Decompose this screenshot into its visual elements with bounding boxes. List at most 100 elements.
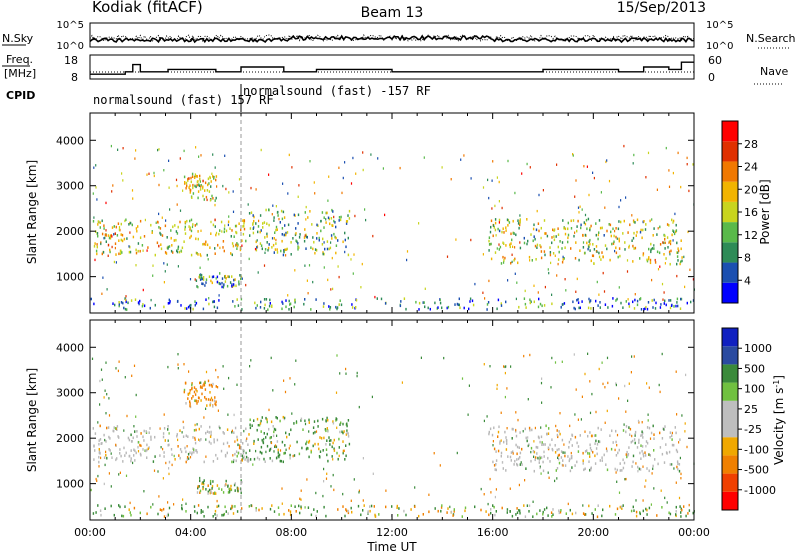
range-cell <box>102 276 104 279</box>
range-cell <box>209 479 212 483</box>
range-cell <box>526 242 528 246</box>
range-cell <box>605 160 607 164</box>
range-cell <box>535 228 538 232</box>
range-cell <box>645 440 648 443</box>
range-cell <box>538 436 540 440</box>
range-cell <box>150 505 152 509</box>
range-cell <box>555 424 557 428</box>
range-cell <box>282 210 285 214</box>
range-cell <box>663 241 665 245</box>
range-cell <box>243 227 246 231</box>
range-cell <box>591 254 594 257</box>
range-cell <box>246 437 248 440</box>
range-cell <box>627 298 629 301</box>
range-cell <box>339 430 341 434</box>
range-cell <box>196 252 198 255</box>
range-cell <box>557 456 559 459</box>
range-cell <box>122 179 124 182</box>
range-cell <box>499 440 501 443</box>
range-cell <box>414 486 416 489</box>
range-cell <box>503 231 505 234</box>
range-cell <box>611 429 613 433</box>
range-cell <box>177 247 179 251</box>
range-cell <box>374 513 376 517</box>
range-cell <box>185 450 187 454</box>
range-cell <box>198 485 200 488</box>
range-cell <box>203 482 205 486</box>
range-cell <box>615 299 617 302</box>
range-cell <box>104 507 106 510</box>
range-cell <box>574 435 577 439</box>
range-cell <box>191 172 194 176</box>
range-cell <box>508 221 511 224</box>
range-cell <box>528 426 531 430</box>
range-cell <box>659 243 662 246</box>
range-cell <box>212 480 214 483</box>
range-cell <box>234 482 236 485</box>
range-cell <box>588 460 590 463</box>
range-cell <box>334 235 336 239</box>
range-cell <box>335 244 338 247</box>
range-cell <box>620 301 622 305</box>
range-cell <box>274 248 277 251</box>
range-cell <box>564 232 567 236</box>
range-cell <box>260 419 262 423</box>
range-cell <box>232 244 235 248</box>
range-cell <box>105 412 107 415</box>
range-cell <box>190 253 193 257</box>
range-cell <box>243 455 245 459</box>
range-cell <box>284 248 286 252</box>
range-cell <box>196 423 198 426</box>
range-cell <box>195 449 197 452</box>
range-cell <box>146 456 148 459</box>
range-cell <box>518 483 520 487</box>
range-cell <box>537 291 539 294</box>
range-cell <box>500 454 502 458</box>
range-cell <box>109 250 111 254</box>
range-cell <box>139 236 142 239</box>
range-cell <box>161 234 164 237</box>
range-cell <box>540 381 543 385</box>
range-cell <box>575 241 577 244</box>
range-cell <box>510 242 512 245</box>
range-cell <box>277 451 279 454</box>
range-cell <box>223 249 225 253</box>
range-cell <box>326 427 328 430</box>
range-cell <box>595 439 597 443</box>
range-cell <box>595 222 597 225</box>
range-cell <box>616 297 618 301</box>
range-cell <box>273 450 275 453</box>
range-cell <box>139 511 141 515</box>
range-cell <box>469 297 472 301</box>
range-cell <box>607 306 609 309</box>
range-cell <box>198 184 201 188</box>
range-cell <box>586 165 588 168</box>
range-cell <box>168 298 170 302</box>
range-cell <box>446 255 449 258</box>
range-cell <box>222 442 225 446</box>
range-cell <box>107 234 110 237</box>
range-cell <box>157 512 159 516</box>
range-cell <box>179 429 181 432</box>
range-cell <box>612 227 614 231</box>
range-cell <box>342 176 344 180</box>
range-cell <box>236 244 239 248</box>
range-cell <box>136 435 138 438</box>
range-cell <box>113 513 115 517</box>
range-cell <box>141 244 144 247</box>
range-cell <box>496 307 498 311</box>
range-cell <box>141 304 144 308</box>
x-tick-label: 20:00 <box>577 526 609 539</box>
range-cell <box>494 513 496 517</box>
range-cell <box>680 477 682 480</box>
nsky-label: N.Sky <box>2 32 34 45</box>
range-cell <box>97 234 99 238</box>
range-cell <box>262 440 264 444</box>
range-cell <box>564 227 567 231</box>
range-cell <box>223 227 226 231</box>
range-cell <box>195 279 198 282</box>
range-cell <box>105 450 107 454</box>
range-cell <box>337 239 339 242</box>
range-cell <box>186 307 188 310</box>
range-cell <box>548 476 550 479</box>
